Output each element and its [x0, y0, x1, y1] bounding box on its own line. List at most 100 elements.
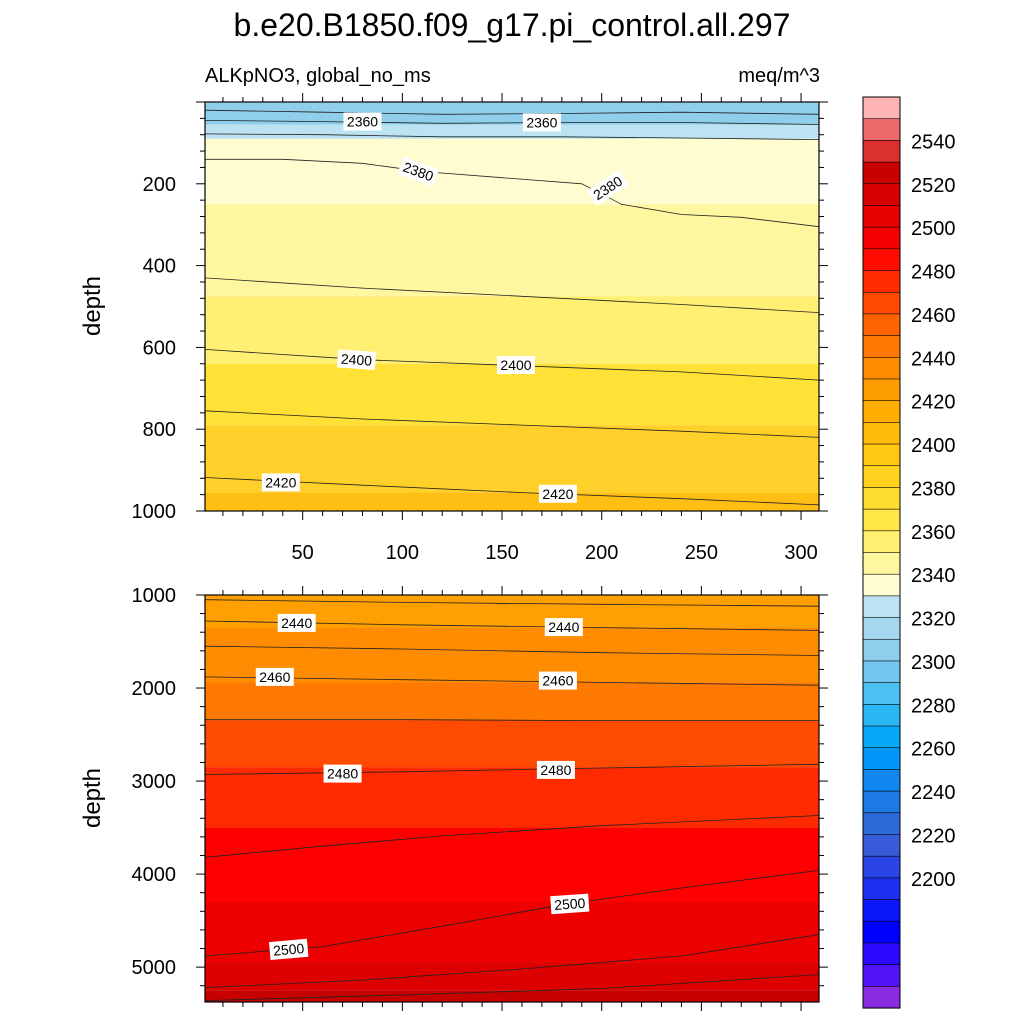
colorbar-swatch	[862, 595, 901, 619]
upper-contour-label-text: 2400	[500, 357, 531, 373]
colorbar-label: 2220	[911, 825, 956, 847]
lower-contour-label-text: 2460	[542, 673, 573, 689]
colorbar-swatch	[862, 617, 901, 640]
lower-contour-label-text: 2480	[540, 762, 571, 778]
upper-fill-band	[205, 492, 819, 511]
upper-x-tick-label: 150	[485, 542, 518, 564]
lower-contour-line	[205, 599, 819, 607]
upper-ticks: 50 100 150 200 250 300 200 400 600 800 1000	[132, 93, 828, 564]
upper-fill-band	[205, 204, 819, 297]
colorbar-swatch	[862, 118, 901, 141]
upper-fill-band	[205, 296, 819, 364]
lower-contour-label: 2480	[323, 764, 362, 783]
colorbar-swatch	[862, 769, 901, 792]
lower-contour-label: 2500	[550, 893, 590, 915]
colorbar-label: 2360	[911, 522, 956, 544]
upper-y-tick-label: 1000	[132, 501, 177, 523]
lower-fill-band	[205, 827, 819, 902]
colorbar-swatch	[862, 465, 901, 489]
upper-y-tick-label: 800	[143, 419, 176, 441]
lower-fill-band	[205, 720, 819, 768]
lower-y-tick-label: 4000	[132, 864, 177, 886]
upper-contour-layer	[205, 109, 819, 506]
upper-contour-line	[205, 133, 819, 140]
colorbar-swatch	[862, 378, 901, 402]
upper-contour-label: 2420	[261, 473, 300, 492]
upper-fill-band	[205, 425, 819, 493]
colorbar: 2540 2520 2500 2480 2460 2440 2420 2400 2380 2360…	[862, 96, 956, 1009]
colorbar-swatch	[862, 248, 901, 272]
colorbar-swatch	[862, 899, 901, 922]
colorbar-swatch	[862, 205, 901, 228]
colorbar-swatch	[862, 942, 901, 966]
lower-contour-label-text: 2440	[281, 615, 312, 631]
lower-y-tick-label: 3000	[132, 771, 177, 793]
lower-contour-label-text: 2500	[554, 895, 586, 913]
lower-contour-label: 2460	[255, 667, 294, 686]
lower-fill-band	[205, 990, 819, 1002]
colorbar-swatch	[862, 226, 901, 250]
lower-contour-label: 2500	[268, 938, 309, 961]
colorbar-swatch	[862, 790, 901, 814]
colorbar-swatch	[862, 964, 901, 987]
colorbar-swatch	[862, 747, 901, 771]
colorbar-swatch	[862, 704, 901, 727]
upper-x-tick-label: 50	[292, 542, 314, 564]
colorbar-frame	[862, 96, 901, 1009]
upper-plot-frame	[204, 101, 820, 512]
colorbar-swatch	[862, 682, 901, 705]
upper-contour-label-text: 2420	[542, 486, 573, 502]
colorbar-swatch	[862, 270, 901, 293]
lower-contour-line	[205, 645, 819, 656]
lower-contour-label-text: 2440	[548, 619, 579, 635]
colorbar-swatch	[862, 443, 901, 467]
lower-y-tick-label: 2000	[132, 678, 177, 700]
units-subtitle: meq/m^3	[738, 65, 820, 87]
colorbar-label: 2340	[911, 565, 956, 587]
lower-fill-band	[205, 767, 819, 828]
colorbar-swatch	[862, 638, 901, 662]
upper-contour-label: 2420	[538, 484, 577, 503]
upper-contour-label-text: 2360	[347, 114, 378, 130]
lower-contour-line	[205, 676, 819, 686]
colorbar-swatch	[862, 855, 901, 879]
colorbar-label: 2400	[911, 435, 956, 457]
lower-contour-line	[205, 763, 819, 775]
upper-contour-line	[205, 158, 819, 228]
colorbar-swatch	[862, 140, 901, 163]
lower-contour-label: 2480	[536, 760, 575, 779]
lower-contour-label: 2440	[544, 618, 583, 637]
lower-y-tick-label: 1000	[132, 585, 177, 607]
variable-subtitle: ALKpNO3, global_no_ms	[205, 65, 431, 87]
lower-contour-label: 2460	[538, 671, 577, 690]
upper-x-tick-label: 200	[585, 542, 618, 564]
colorbar-swatch	[862, 920, 901, 944]
colorbar-label: 2260	[911, 739, 956, 761]
colorbar-label: 2440	[911, 348, 956, 370]
colorbar-swatch	[862, 834, 901, 857]
lower-plot-frame	[204, 594, 820, 1003]
upper-contour-line	[205, 277, 819, 313]
upper-y-tick-label: 600	[143, 337, 176, 359]
colorbar-swatch	[862, 291, 901, 315]
lower-fill-band	[205, 682, 819, 721]
upper-contour-label-text: 2420	[265, 474, 296, 490]
lower-contour-label: 2440	[277, 613, 316, 632]
lower-contour-line	[205, 934, 819, 988]
lower-y-tick-label: 5000	[132, 957, 177, 979]
upper-x-tick-label: 250	[685, 542, 718, 564]
colorbar-label: 2540	[911, 131, 956, 153]
colorbar-swatch	[862, 487, 901, 510]
colorbar-label: 2520	[911, 175, 956, 197]
upper-x-tick-label: 100	[386, 542, 419, 564]
colorbar-swatch	[862, 508, 901, 532]
upper-fill-layer	[205, 102, 819, 511]
colorbar-swatch	[862, 725, 901, 749]
colorbar-swatch	[862, 96, 901, 120]
colorbar-swatch	[862, 660, 901, 684]
lower-ticks: 1000 2000 3000 4000 5000	[132, 585, 828, 1011]
upper-fill-band	[205, 138, 819, 205]
upper-y-axis-label: depth	[79, 276, 106, 336]
